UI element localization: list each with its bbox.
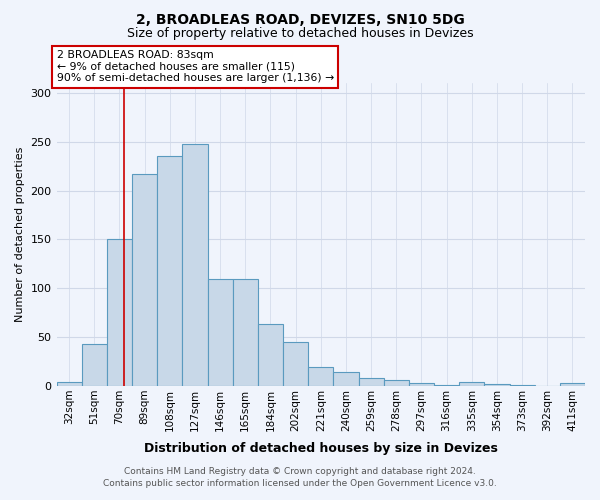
Bar — [334, 372, 359, 386]
Bar — [56, 382, 82, 386]
Bar — [82, 344, 107, 386]
Bar — [233, 278, 258, 386]
Bar — [560, 383, 585, 386]
Bar — [182, 144, 208, 386]
Bar — [157, 156, 182, 386]
Bar — [359, 378, 383, 386]
Y-axis label: Number of detached properties: Number of detached properties — [15, 147, 25, 322]
Bar — [459, 382, 484, 386]
Bar — [258, 324, 283, 386]
Bar — [509, 385, 535, 386]
Bar — [434, 385, 459, 386]
Text: Contains HM Land Registry data © Crown copyright and database right 2024.
Contai: Contains HM Land Registry data © Crown c… — [103, 466, 497, 487]
Bar — [107, 240, 132, 386]
Bar — [484, 384, 509, 386]
Bar — [383, 380, 409, 386]
Bar — [308, 368, 334, 386]
X-axis label: Distribution of detached houses by size in Devizes: Distribution of detached houses by size … — [144, 442, 498, 455]
Bar — [283, 342, 308, 386]
Text: 2, BROADLEAS ROAD, DEVIZES, SN10 5DG: 2, BROADLEAS ROAD, DEVIZES, SN10 5DG — [136, 12, 464, 26]
Bar — [132, 174, 157, 386]
Bar — [208, 278, 233, 386]
Bar — [409, 383, 434, 386]
Text: Size of property relative to detached houses in Devizes: Size of property relative to detached ho… — [127, 28, 473, 40]
Text: 2 BROADLEAS ROAD: 83sqm
← 9% of detached houses are smaller (115)
90% of semi-de: 2 BROADLEAS ROAD: 83sqm ← 9% of detached… — [56, 50, 334, 83]
